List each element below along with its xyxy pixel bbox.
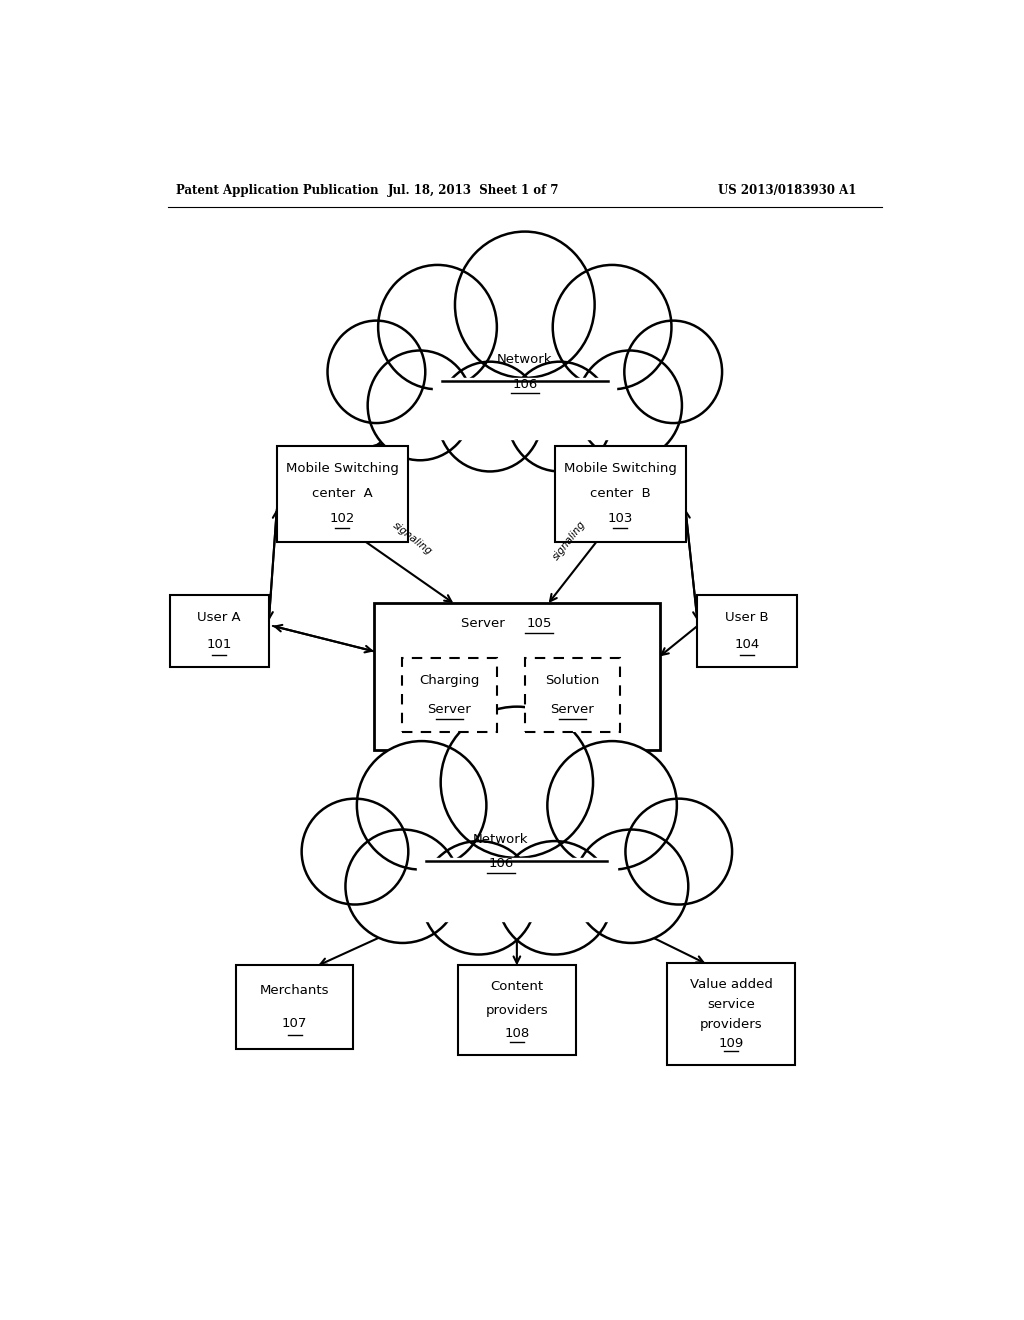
Text: Merchants: Merchants [260, 985, 330, 998]
Text: FIG  1: FIG 1 [501, 302, 549, 315]
Ellipse shape [426, 801, 607, 902]
Text: Charging: Charging [419, 675, 479, 688]
Text: US 2013/0183930 A1: US 2013/0183930 A1 [718, 185, 856, 198]
Ellipse shape [437, 362, 543, 471]
Text: signaling: signaling [390, 520, 433, 557]
Bar [524, 659, 620, 731]
Ellipse shape [578, 351, 682, 461]
Text: Solution: Solution [545, 675, 600, 688]
Text: Server: Server [551, 702, 594, 715]
Text: Network: Network [473, 833, 528, 846]
Text: Jul. 18, 2013  Sheet 1 of 7: Jul. 18, 2013 Sheet 1 of 7 [387, 185, 559, 198]
Ellipse shape [626, 799, 732, 904]
Text: Mobile Switching: Mobile Switching [563, 462, 677, 475]
Text: signaling: signaling [551, 519, 588, 562]
Text: 107: 107 [282, 1016, 307, 1030]
Text: Network: Network [497, 354, 553, 366]
Ellipse shape [378, 265, 497, 389]
Ellipse shape [302, 799, 409, 904]
Bar [276, 446, 408, 543]
Ellipse shape [368, 351, 472, 461]
Bar [697, 595, 797, 667]
Text: 108: 108 [504, 1027, 529, 1040]
Bar [667, 964, 796, 1065]
Ellipse shape [553, 265, 672, 389]
Text: Mobile Switching: Mobile Switching [286, 462, 398, 475]
Text: Server: Server [461, 616, 509, 630]
Ellipse shape [328, 321, 425, 424]
Bar [170, 595, 269, 667]
Ellipse shape [442, 323, 607, 421]
Bar [374, 603, 659, 751]
Ellipse shape [440, 706, 593, 858]
Text: Content: Content [490, 981, 544, 994]
Text: 106: 106 [512, 378, 538, 391]
Bar [555, 446, 685, 543]
Bar [458, 965, 575, 1055]
Text: User A: User A [198, 611, 241, 623]
Ellipse shape [507, 362, 612, 471]
Text: Patent Application Publication: Patent Application Publication [176, 185, 378, 198]
Ellipse shape [625, 321, 722, 424]
Text: providers: providers [485, 1003, 548, 1016]
Text: service: service [708, 998, 755, 1011]
Text: center  B: center B [590, 487, 650, 500]
Text: User B: User B [725, 611, 769, 623]
Text: Server: Server [428, 702, 471, 715]
Ellipse shape [422, 841, 536, 954]
Ellipse shape [498, 841, 612, 954]
Text: 109: 109 [719, 1038, 743, 1051]
Text: 103: 103 [607, 512, 633, 525]
Ellipse shape [455, 231, 595, 378]
Text: center  A: center A [312, 487, 373, 500]
Ellipse shape [357, 741, 486, 870]
Bar [401, 659, 497, 731]
Ellipse shape [574, 829, 688, 942]
Text: providers: providers [699, 1018, 763, 1031]
Bar [433, 378, 616, 440]
Text: 101: 101 [207, 639, 232, 651]
Bar [417, 858, 616, 921]
Text: 106: 106 [488, 857, 514, 870]
Ellipse shape [345, 829, 460, 942]
Text: 105: 105 [526, 616, 552, 630]
Text: 102: 102 [330, 512, 355, 525]
Ellipse shape [548, 741, 677, 870]
Bar [236, 965, 353, 1049]
Text: Value added: Value added [690, 978, 772, 991]
Text: 104: 104 [734, 639, 760, 651]
